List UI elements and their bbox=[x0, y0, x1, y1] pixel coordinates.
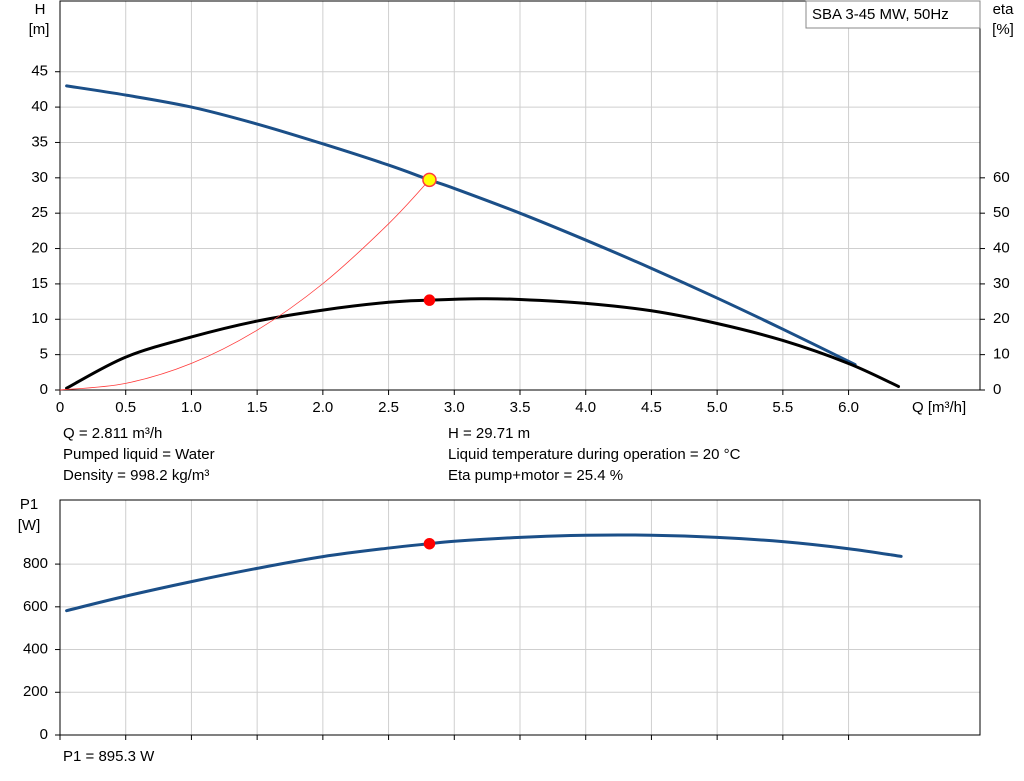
x-tick-label: 5.5 bbox=[772, 399, 793, 416]
x-tick-label: 3.5 bbox=[510, 399, 531, 416]
y-tick-label: 10 bbox=[31, 310, 48, 327]
info-text: H = 29.71 m bbox=[448, 425, 530, 442]
y-tick-label: 800 bbox=[23, 555, 48, 572]
y2-tick-label: 50 bbox=[993, 204, 1010, 221]
x-tick-label: 5.0 bbox=[707, 399, 728, 416]
y2-tick-label: 40 bbox=[993, 240, 1010, 257]
y-tick-label: 15 bbox=[31, 275, 48, 292]
axis-label: Q [m³/h] bbox=[912, 399, 966, 416]
x-tick-label: 0.5 bbox=[115, 399, 136, 416]
y-tick-label: 35 bbox=[31, 133, 48, 150]
x-tick-label: 0 bbox=[56, 399, 64, 416]
curve bbox=[65, 533, 903, 613]
curve bbox=[65, 297, 901, 390]
info-text: P1 = 895.3 W bbox=[63, 748, 155, 765]
operating-point bbox=[422, 172, 437, 188]
y-tick-label: 5 bbox=[40, 346, 48, 363]
axis-label: [m] bbox=[29, 21, 50, 38]
info-text: Density = 998.2 kg/m³ bbox=[63, 467, 209, 484]
y2-tick-label: 30 bbox=[993, 275, 1010, 292]
x-tick-label: 2.0 bbox=[312, 399, 333, 416]
axis-label: H bbox=[35, 1, 46, 18]
y-tick-label: 45 bbox=[31, 63, 48, 80]
y2-tick-label: 60 bbox=[993, 169, 1010, 186]
operating-point bbox=[423, 294, 436, 306]
axis-label: eta bbox=[993, 1, 1015, 18]
y-tick-label: 200 bbox=[23, 683, 48, 700]
y-tick-label: 0 bbox=[40, 726, 48, 743]
x-tick-label: 6.0 bbox=[838, 399, 859, 416]
x-tick-label: 4.5 bbox=[641, 399, 662, 416]
y-tick-label: 400 bbox=[23, 641, 48, 658]
y-tick-label: 0 bbox=[40, 381, 48, 398]
info-text: Liquid temperature during operation = 20… bbox=[448, 446, 741, 463]
axis-label: P1 bbox=[20, 496, 38, 513]
y-tick-label: 600 bbox=[23, 598, 48, 615]
info-text: Q = 2.811 m³/h bbox=[63, 425, 162, 442]
title-box bbox=[805, 0, 981, 29]
info-text: Eta pump+motor = 25.4 % bbox=[448, 467, 623, 484]
chart-title: SBA 3-45 MW, 50Hz bbox=[812, 6, 949, 23]
x-tick-label: 1.0 bbox=[181, 399, 202, 416]
x-tick-label: 2.5 bbox=[378, 399, 399, 416]
y2-tick-label: 0 bbox=[993, 381, 1001, 398]
operating-point bbox=[423, 537, 436, 550]
y-tick-label: 25 bbox=[31, 204, 48, 221]
info-text: Pumped liquid = Water bbox=[63, 446, 215, 463]
y-tick-label: 30 bbox=[31, 169, 48, 186]
y-tick-label: 20 bbox=[31, 240, 48, 257]
x-tick-label: 1.5 bbox=[247, 399, 268, 416]
x-tick-label: 3.0 bbox=[444, 399, 465, 416]
y2-tick-label: 20 bbox=[993, 310, 1010, 327]
x-tick-label: 4.0 bbox=[575, 399, 596, 416]
y-tick-label: 40 bbox=[31, 98, 48, 115]
axis-label: [%] bbox=[992, 21, 1014, 38]
curve bbox=[59, 179, 430, 391]
curve bbox=[65, 84, 857, 367]
axis-label: [W] bbox=[18, 517, 41, 534]
y2-tick-label: 10 bbox=[993, 346, 1010, 363]
